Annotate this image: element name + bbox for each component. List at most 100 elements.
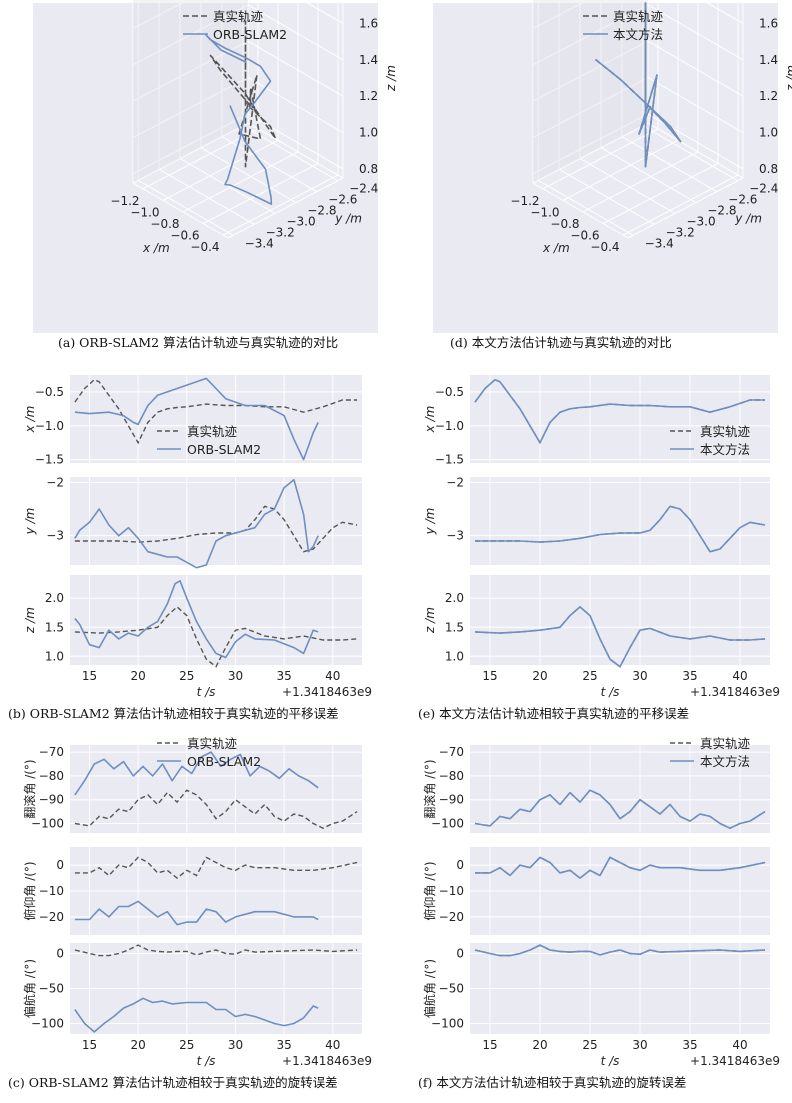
series-line-est [74, 377, 319, 461]
panel-background [433, 3, 778, 333]
z-tick-label: 1.6 [759, 16, 778, 30]
series-line-est [74, 751, 319, 796]
x-axis-label: t /s [197, 1054, 216, 1068]
grid-line [558, 168, 655, 225]
y-axis-label: y /m [734, 212, 762, 226]
y-axis-label: 偏航角 /(°) [22, 959, 37, 1018]
grid-line [627, 177, 744, 239]
legend-label-truth: 真实轨迹 [187, 736, 238, 751]
x-offset-label: +1.3418463e9 [282, 685, 372, 699]
series-line-est [474, 944, 766, 957]
y-tick-label: 1.0 [45, 649, 64, 663]
y-tick-label: −20 [39, 910, 64, 924]
series-line-est [204, 33, 273, 205]
x-tick-label: 25 [179, 1038, 194, 1052]
subplot-background [470, 575, 770, 665]
y-tick-label: −0.5 [35, 385, 64, 399]
y-tick-label: −10 [439, 884, 464, 898]
grid-line [647, 122, 744, 179]
grid-line [227, 177, 344, 239]
y-tick-label: −2 [46, 475, 64, 489]
y-tick-label: −10 [39, 884, 64, 898]
legend-label-truth: 真实轨迹 [213, 9, 264, 24]
y-tick-label: −2.4 [749, 182, 778, 196]
x-tick-label: 20 [130, 669, 145, 683]
y-tick-label: −1.0 [35, 419, 64, 433]
series-line-truth [74, 605, 358, 668]
x-tick-label: −0.4 [590, 240, 619, 254]
grid-line [132, 113, 249, 175]
y-tick-label: −90 [39, 793, 64, 807]
x-offset-label: +1.3418463e9 [282, 1054, 372, 1068]
grid-line [532, 0, 589, 29]
legend: 真实轨迹 ORB-SLAM2 [157, 424, 261, 457]
x-axis-label: x /m [142, 241, 170, 255]
y-tick-label: −1.5 [435, 453, 464, 467]
series-line-truth [74, 789, 358, 829]
y-tick-label: −70 [39, 745, 64, 759]
series-line-est [595, 2, 682, 168]
grid-line [247, 4, 344, 61]
x-tick-label: 30 [228, 669, 243, 683]
legend: 真实轨迹 ORB-SLAM2 [157, 736, 261, 769]
z-tick-label: 1.4 [359, 53, 378, 67]
x-tick-label: −0.6 [570, 229, 599, 243]
x-tick-label: 20 [532, 669, 547, 683]
y-tick-label: −1.0 [435, 419, 464, 433]
y-tick-label: 1.5 [45, 620, 64, 634]
x-tick-label: 20 [130, 1038, 145, 1052]
y-tick-label: −1.5 [35, 453, 64, 467]
chart-3d-d: −1.2−1.0−0.8−0.6−0.4 −2.4−2.6−2.8−3.0−3.2… [433, 0, 792, 350]
subplot-1: −0.5 −1.0 −1.5 x /m [423, 375, 770, 467]
grid-line [132, 77, 249, 138]
y-tick-label: −90 [439, 793, 464, 807]
y-tick-label: −2.8 [307, 204, 336, 218]
grid-line [202, 163, 319, 224]
y-tick-label: 0 [456, 947, 464, 961]
series-line-truth [74, 856, 358, 879]
y-tick-label: −80 [39, 769, 64, 783]
legend-label-est: 本文方法 [700, 754, 750, 769]
y-tick-label: −2.4 [349, 182, 378, 196]
y-tick-label: −50 [439, 982, 464, 996]
grid-line [158, 168, 255, 225]
y-axis-label: z /m [23, 607, 37, 634]
grid-line [247, 40, 344, 97]
x-tick-label: 30 [632, 669, 647, 683]
z-tick-label: 0.8 [759, 162, 778, 176]
y-axis-label: x /m [23, 406, 37, 434]
y-axis-label: x /m [423, 406, 437, 434]
figure-caption: (d) 本文方法估计轨迹与真实轨迹的对比 [450, 335, 672, 350]
z-axis-label: z /m [384, 65, 398, 92]
figure-caption: (c) ORB-SLAM2 算法估计轨迹相较于真实轨迹的旋转误差 [8, 1075, 338, 1090]
legend-label-est: 本文方法 [700, 442, 750, 457]
x-tick-label: −1.0 [130, 205, 159, 219]
grid-line [200, 147, 297, 203]
x-tick-label: 40 [732, 1038, 747, 1052]
series-line-est [475, 856, 766, 879]
grid-line [132, 182, 229, 239]
grid-line [621, 136, 718, 193]
y-tick-label: −80 [439, 769, 464, 783]
grid-line [137, 179, 234, 236]
y-axis-label: y /m [334, 212, 362, 226]
y-tick-label: 2.0 [445, 591, 464, 605]
grid-line [532, 113, 649, 175]
grid-line [647, 4, 744, 61]
grid-line [532, 182, 629, 239]
grid-line [247, 113, 344, 170]
series-line-truth [74, 944, 358, 957]
series-line-est [74, 478, 319, 569]
y-tick-label: −100 [31, 816, 64, 830]
y-tick-label: −70 [439, 745, 464, 759]
series-line-est [475, 505, 766, 553]
x-offset-label: +1.3418463e9 [690, 1054, 780, 1068]
